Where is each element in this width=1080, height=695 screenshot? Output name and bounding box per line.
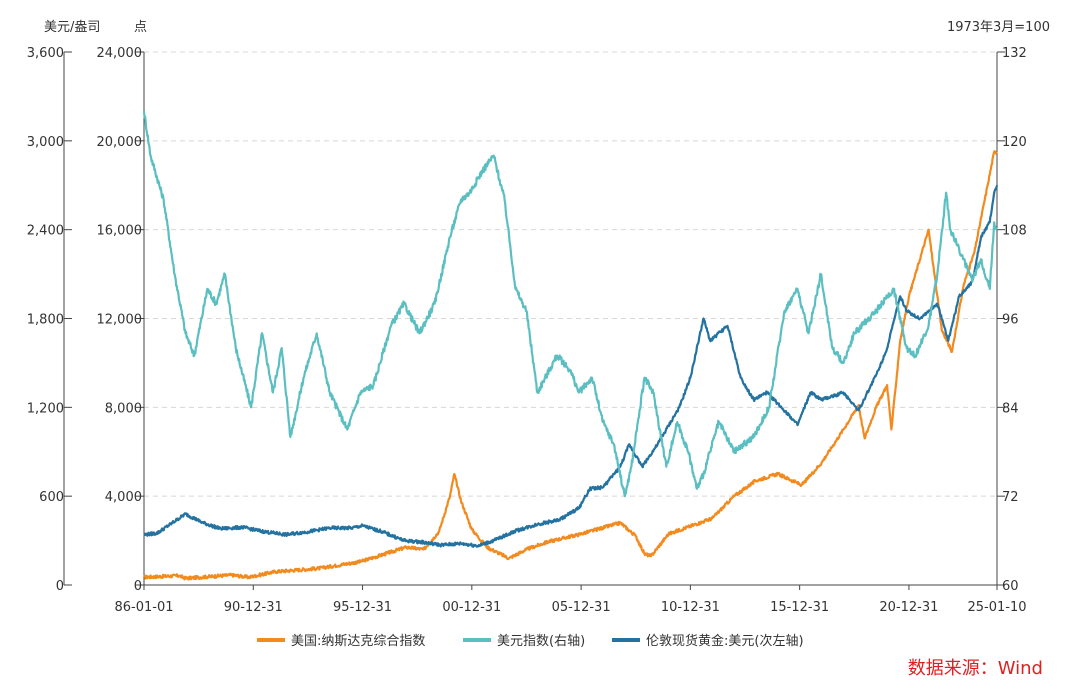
x-axis-tick-label: 25-01-10: [967, 600, 1026, 615]
nasdaq-axis-tick-label: 0: [134, 579, 142, 594]
nasdaq-axis-tick-label: 8,000: [105, 401, 142, 416]
dollar-axis-tick-label: 60: [1002, 579, 1019, 594]
x-axis-tick-label: 00-12-31: [442, 600, 501, 615]
dollar-axis-tick-label: 96: [1002, 313, 1019, 328]
unit-label-nasdaq: 点: [134, 20, 147, 35]
legend-label-dollar-index: 美元指数(右轴): [497, 634, 585, 649]
x-axis-tick-label: 95-12-31: [333, 600, 392, 615]
x-axis-tick-label: 15-12-31: [770, 600, 829, 615]
gold-axis-tick-label: 2,400: [27, 224, 64, 239]
gold-axis-tick-label: 1,800: [27, 313, 64, 328]
gold-axis-tick-label: 3,600: [27, 46, 64, 61]
series-line-gold: [143, 185, 999, 548]
legend-label-gold: 伦敦现货黄金:美元(次左轴): [646, 633, 804, 649]
gold-axis-ticks: 0 600 1,200 1,800 2,400 3,000 3,600: [27, 46, 72, 594]
nasdaq-axis-ticks: 0 4,000 8,000 12,000 16,000 20,000 24,000: [97, 46, 144, 594]
dollar-axis-tick-label: 108: [1002, 224, 1027, 239]
unit-label-dollar-index: 1973年3月=100: [947, 20, 1050, 35]
series-line-dollar-index: [142, 111, 998, 498]
dollar-axis-tick-label: 132: [1002, 46, 1027, 61]
dollar-axis-tick-label: 84: [1002, 401, 1019, 416]
nasdaq-axis-tick-label: 4,000: [105, 490, 142, 505]
legend-label-nasdaq: 美国:纳斯达克综合指数: [291, 634, 425, 649]
data-source-label: 数据来源：Wind: [908, 658, 1043, 679]
series-line-nasdaq: [142, 150, 998, 581]
x-axis-tick-label: 10-12-31: [661, 600, 720, 615]
unit-label-gold: 美元/盎司: [44, 20, 100, 35]
nasdaq-axis-tick-label: 24,000: [97, 46, 143, 61]
x-axis-tick-label: 20-12-31: [879, 600, 938, 615]
plot-area: [142, 111, 999, 581]
nasdaq-axis-tick-label: 12,000: [97, 313, 143, 328]
legend: 美国:纳斯达克综合指数 美元指数(右轴) 伦敦现货黄金:美元(次左轴): [257, 633, 804, 649]
dollar-axis-tick-label: 120: [1002, 135, 1027, 150]
gold-axis-tick-label: 600: [39, 490, 64, 505]
gold-axis-tick-label: 0: [56, 579, 64, 594]
gold-axis-tick-label: 1,200: [27, 401, 64, 416]
x-axis-ticks: 86-01-01 90-12-31 95-12-31 00-12-31 05-12-31…: [114, 585, 1027, 615]
dollar-axis-tick-label: 72: [1002, 490, 1019, 505]
gold-axis-tick-label: 3,000: [27, 135, 64, 150]
x-axis-tick-label: 90-12-31: [224, 600, 283, 615]
x-axis-tick-label: 86-01-01: [114, 600, 173, 615]
x-axis-tick-label: 05-12-31: [552, 600, 611, 615]
gridlines: [144, 51, 997, 497]
nasdaq-axis-tick-label: 20,000: [97, 135, 143, 150]
nasdaq-axis-tick-label: 16,000: [97, 224, 143, 239]
dollar-axis-ticks: 60 72 84 96 108 120 132: [997, 46, 1027, 594]
